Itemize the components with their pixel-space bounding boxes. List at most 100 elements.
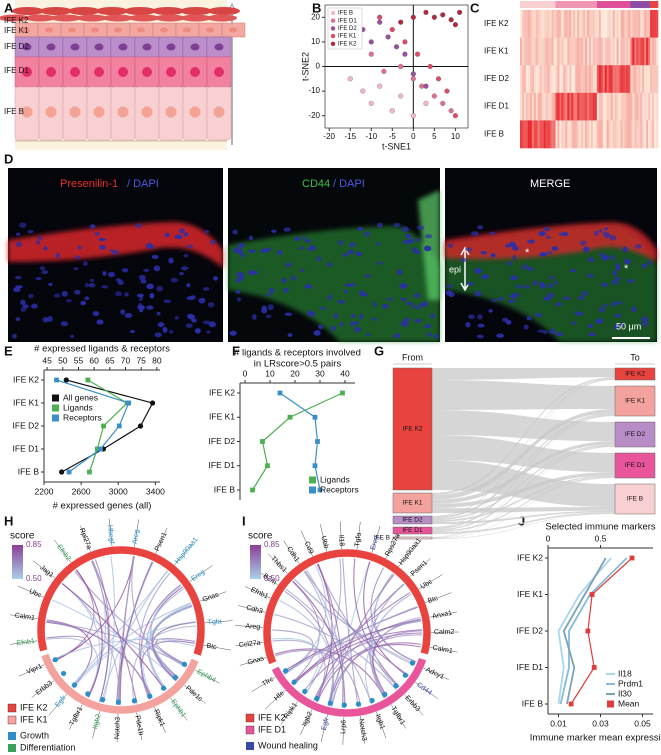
dapi-nucleus — [415, 238, 421, 242]
dapi-nucleus — [601, 282, 608, 287]
heatmap-cell — [543, 120, 546, 149]
dapi-nucleus — [512, 292, 520, 296]
gene-label: Cd44 — [415, 681, 433, 697]
heatmap-group-bar — [650, 1, 653, 8]
panel-label: B — [312, 0, 321, 15]
gene-label: Ereg — [370, 535, 381, 551]
heatmap-cell — [640, 37, 643, 66]
panel-label: E — [4, 343, 13, 358]
heatmap-cell — [654, 92, 657, 121]
heatmap-cell — [569, 10, 572, 38]
heatmap-cell — [557, 10, 560, 38]
dapi-nucleus — [377, 222, 383, 228]
gene-label: Gnas — [247, 655, 266, 667]
gene-tick — [199, 591, 227, 602]
heatmap-cell — [612, 37, 615, 66]
receptor-dot — [160, 685, 167, 691]
heatmap-cell — [567, 65, 570, 94]
dapi-nucleus — [646, 260, 652, 265]
cornified-cell — [152, 7, 184, 15]
point — [368, 100, 374, 106]
heatmap-cell — [567, 120, 570, 149]
dapi-nucleus — [102, 271, 107, 276]
cornified-cell — [40, 7, 72, 15]
heatmap-cell — [650, 120, 653, 149]
point — [260, 439, 265, 444]
legend-label: IFE K2 — [20, 702, 48, 712]
dapi-nucleus — [411, 304, 416, 310]
heatmap-cell — [551, 37, 554, 66]
cornified-cell — [96, 7, 128, 15]
point — [126, 400, 132, 406]
gene-label: Hsp90aa1 — [174, 536, 200, 565]
heatmap-cell — [590, 120, 594, 149]
heatmap-cell — [654, 37, 657, 66]
d1-cell — [62, 56, 88, 88]
dapi-nucleus — [543, 296, 551, 301]
heatmap-cell — [583, 120, 586, 149]
heatmap-cell — [648, 92, 651, 121]
dapi-nucleus — [315, 256, 322, 262]
dapi-nucleus — [265, 314, 272, 319]
score-tick-label: 0.85 — [264, 540, 280, 549]
cd44-signal — [418, 190, 440, 300]
point — [317, 487, 323, 493]
heatmap-cell — [589, 37, 592, 66]
heatmap-cell — [594, 120, 598, 149]
heatmap-cell — [608, 120, 611, 149]
dapi-nucleus — [433, 334, 439, 339]
sankey-node-label: IFE K1 — [625, 398, 645, 405]
heatmap-cell — [638, 10, 641, 38]
heatmap-cell — [646, 65, 649, 94]
stain-label: Presenilin-1 — [60, 178, 118, 190]
heatmap-group-bar — [622, 1, 625, 8]
dapi-nucleus — [268, 287, 275, 294]
cornified-cell — [103, 14, 133, 22]
dapi-nucleus — [350, 314, 356, 318]
heatmap-cell — [642, 120, 645, 149]
heatmap-cell — [624, 65, 627, 94]
heatmap-group-bar — [520, 1, 523, 8]
heatmap-cell — [614, 92, 617, 121]
point — [591, 665, 597, 670]
heatmap-group-bar — [555, 1, 558, 8]
heatmap-cell — [577, 120, 580, 149]
heatmap-cell — [616, 120, 619, 149]
heatmap-cell — [587, 10, 590, 38]
heatmap-group-bar — [543, 1, 546, 8]
point — [368, 51, 374, 57]
dapi-nucleus — [370, 317, 378, 321]
cornified-cell — [51, 14, 81, 22]
y-tick-label: IFE B — [522, 698, 544, 708]
dapi-nucleus — [496, 333, 504, 338]
dapi-nucleus — [477, 313, 483, 320]
dapi-nucleus — [515, 284, 524, 289]
point — [436, 76, 442, 82]
heatmap-cell — [529, 92, 533, 121]
point — [137, 423, 144, 429]
heatmap-cell — [575, 10, 578, 38]
sankey-node-label: IFE B — [374, 535, 390, 542]
heatmap-cell — [624, 92, 627, 121]
gene-label: Egfr — [54, 694, 68, 709]
dapi-nucleus — [596, 318, 603, 323]
x-axis-title: t-SNE1 — [382, 141, 411, 151]
dapi-nucleus — [191, 318, 197, 323]
x-axis-title: # expressed genes (all) — [53, 501, 152, 512]
heatmap-cell — [594, 92, 598, 121]
sankey-node — [614, 452, 656, 479]
dapi-nucleus — [112, 249, 119, 256]
chord-link — [61, 583, 166, 691]
dapi-nucleus — [84, 296, 90, 301]
heatmap-cell — [543, 37, 546, 66]
heatmap-cell — [652, 92, 655, 121]
chord-link — [76, 569, 103, 698]
heatmap-cell — [592, 120, 596, 149]
point — [381, 68, 387, 74]
heatmap-cell — [555, 10, 558, 38]
chord-link — [285, 588, 372, 705]
gene-label: Ereg — [190, 569, 206, 583]
gene-label: Ubc — [420, 578, 435, 591]
heatmap-cell — [600, 65, 604, 94]
point — [440, 12, 446, 18]
